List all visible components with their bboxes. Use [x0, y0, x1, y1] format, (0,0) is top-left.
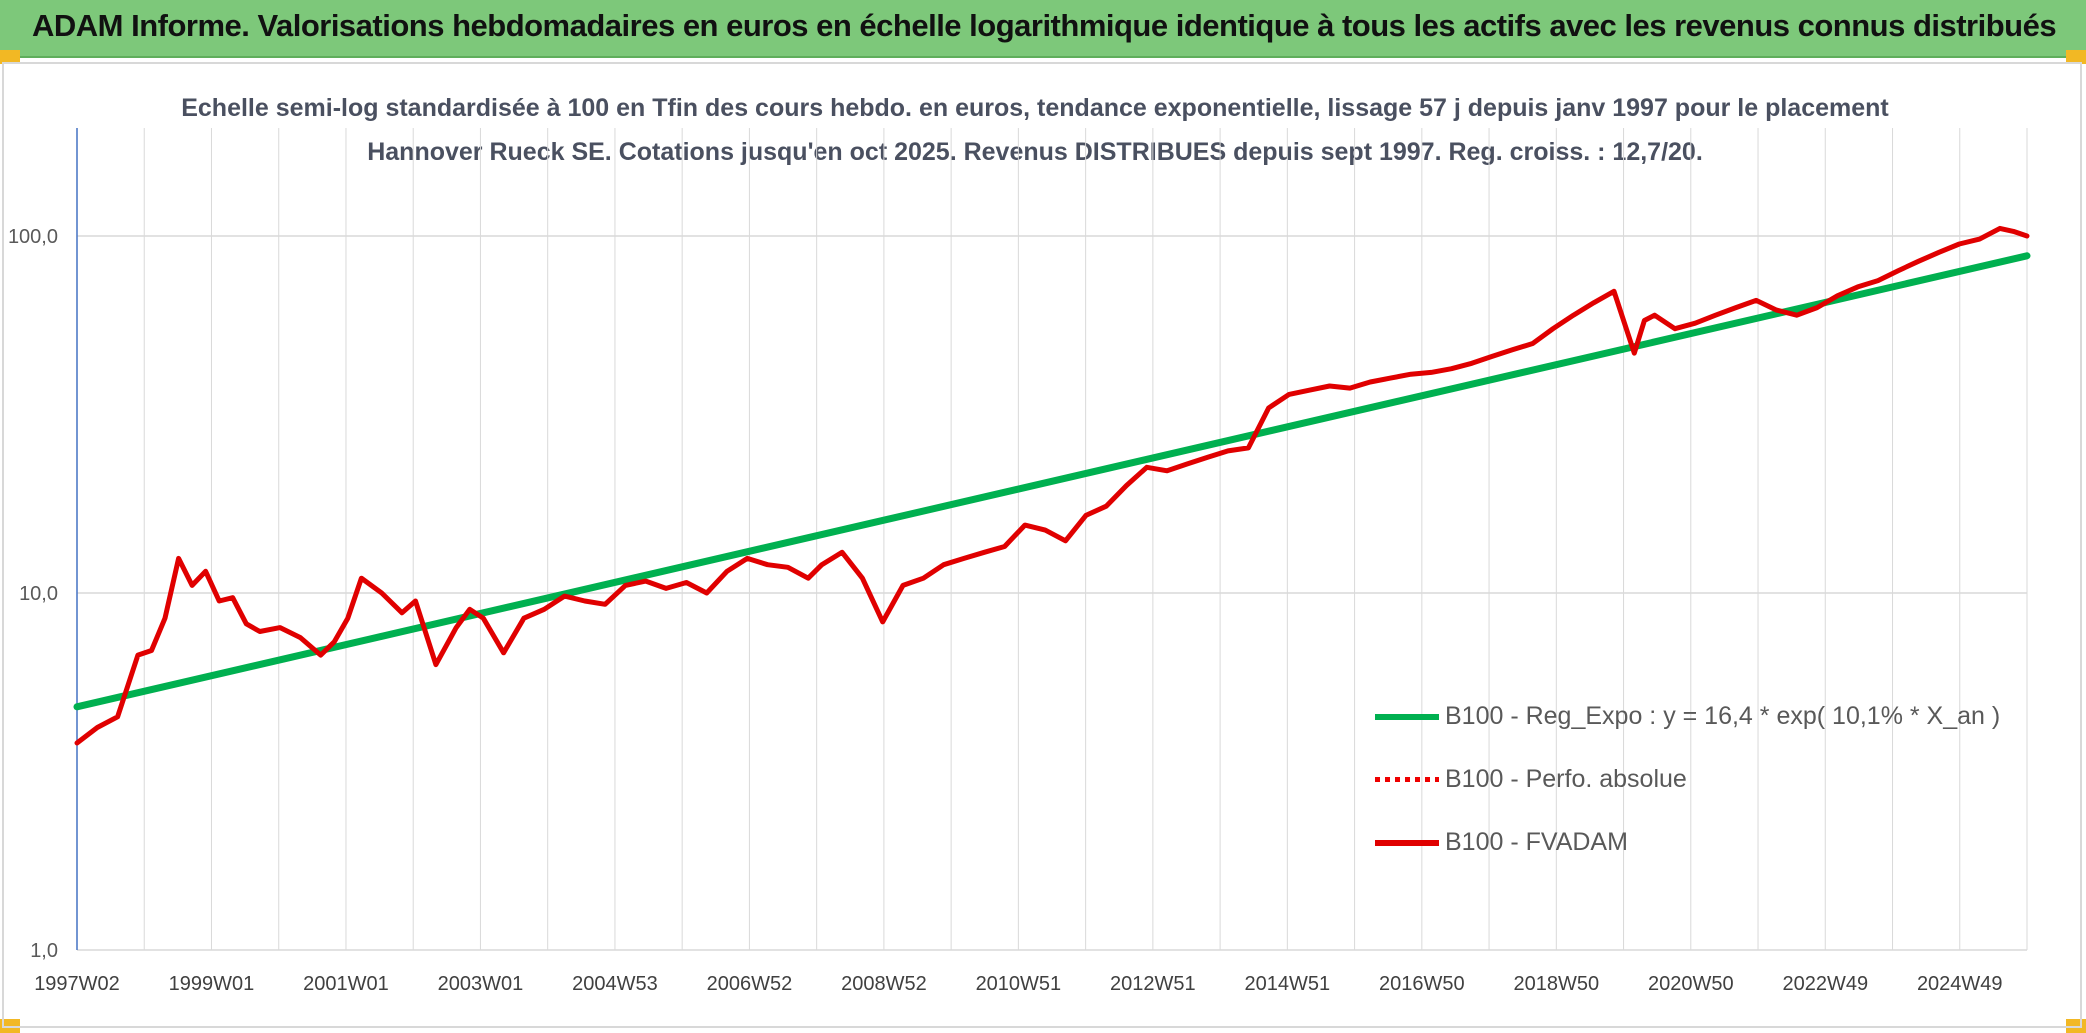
chart-title: Echelle semi-log standardisée à 100 en T… [181, 94, 1889, 166]
corner-marker [0, 50, 20, 64]
legend-item-perfo[interactable]: B100 - Perfo. absolue [1375, 748, 2000, 811]
y-tick-label: 1,0 [30, 940, 58, 962]
x-tick-label: 2024W49 [1917, 973, 2003, 995]
legend-swatch-perfo [1375, 777, 1439, 782]
x-tick-label: 2003W01 [438, 973, 524, 995]
x-tick-label: 2001W01 [303, 973, 389, 995]
legend-item-fvadam[interactable]: B100 - FVADAM [1375, 811, 2000, 874]
x-tick-label: 2010W51 [976, 973, 1062, 995]
fvadam-line [74, 225, 2030, 746]
y-tick-label: 10,0 [19, 583, 58, 605]
x-tick-label: 2004W53 [572, 973, 658, 995]
corner-marker [2066, 50, 2086, 64]
legend-label: B100 - Reg_Expo : y = 16,4 * exp( 10,1% … [1445, 702, 2001, 730]
report-banner: ADAM Informe. Valorisations hebdomadaire… [0, 0, 2086, 58]
x-tick-label: 1999W01 [169, 973, 255, 995]
chart-legend: B100 - Reg_Expo : y = 16,4 * exp( 10,1% … [1375, 685, 2000, 874]
x-tick-label: 2012W51 [1110, 973, 1196, 995]
report-title: ADAM Informe. Valorisations hebdomadaire… [32, 8, 2057, 43]
y-tick-label: 100,0 [8, 226, 58, 248]
legend-swatch-fvadam [1375, 839, 1439, 846]
legend-item-trend[interactable]: B100 - Reg_Expo : y = 16,4 * exp( 10,1% … [1375, 685, 2000, 748]
legend-label: B100 - FVADAM [1445, 828, 1628, 856]
x-tick-label: 2014W51 [1245, 973, 1331, 995]
x-tick-label: 2008W52 [841, 973, 927, 995]
legend-swatch-trend [1375, 713, 1439, 720]
chart-frame [2, 62, 2082, 1028]
x-tick-label: 2020W50 [1648, 973, 1734, 995]
legend-label: B100 - Perfo. absolue [1445, 765, 1687, 793]
trend-line [73, 252, 2031, 711]
x-tick-label: 2016W50 [1379, 973, 1465, 995]
x-tick-label: 2022W49 [1782, 973, 1868, 995]
x-tick-label: 1997W02 [34, 973, 120, 995]
x-tick-label: 2018W50 [1513, 973, 1599, 995]
x-tick-label: 2006W52 [707, 973, 793, 995]
